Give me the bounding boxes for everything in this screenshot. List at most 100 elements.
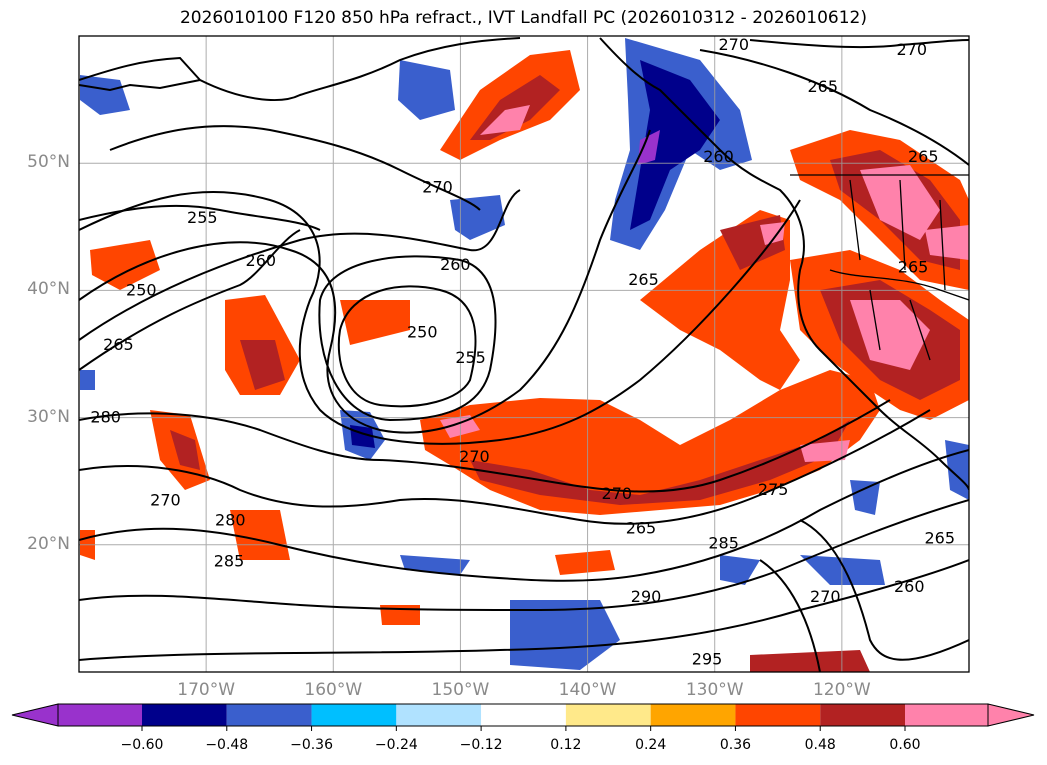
contour-label: 270 <box>810 587 841 606</box>
latitude-label: 40°N <box>27 279 70 300</box>
colorbar-segment <box>142 704 227 726</box>
colorbar-tick-label: 0.60 <box>889 737 921 753</box>
colorbar-segment <box>58 704 142 726</box>
positive-region <box>555 550 615 575</box>
longitude-label: 150°W <box>431 680 490 700</box>
positive-region <box>860 165 940 240</box>
contour-label: 255 <box>455 348 486 367</box>
contour-label: 270 <box>719 35 750 54</box>
contour-label: 270 <box>897 40 928 59</box>
negative-region <box>720 555 760 585</box>
contour-label: 260 <box>246 251 277 270</box>
positive-region <box>340 300 410 345</box>
contour-label: 270 <box>602 484 633 503</box>
contour-label: 260 <box>894 577 925 596</box>
colorbar-tick-label: 0.12 <box>550 737 582 753</box>
coastline <box>79 37 521 101</box>
positive-region <box>90 240 160 290</box>
shaded-fields <box>80 38 969 672</box>
negative-region <box>80 370 95 390</box>
latitude-label: 30°N <box>27 406 70 427</box>
longitude-label: 120°W <box>812 680 871 700</box>
contour-label: 265 <box>908 147 939 166</box>
contour-label: 270 <box>459 447 490 466</box>
contour-line <box>318 255 497 422</box>
contour-line <box>79 229 301 371</box>
contour-label: 265 <box>924 528 955 547</box>
map-title: 2026010100 F120 850 hPa refract., IVT La… <box>179 8 867 28</box>
positive-region <box>480 105 530 135</box>
contour-label: 265 <box>626 518 657 537</box>
contour-line <box>759 559 821 672</box>
contour-line <box>79 190 801 445</box>
contour-line <box>337 285 477 408</box>
longitude-label: 140°W <box>558 680 617 700</box>
colorbar-segment <box>650 704 736 726</box>
contour-label: 270 <box>422 177 453 196</box>
contour-line <box>79 129 651 434</box>
positive-region <box>850 300 930 370</box>
positive-region <box>925 225 969 260</box>
contour-line <box>79 399 891 493</box>
contour-line <box>749 39 969 49</box>
colorbar-segment <box>226 704 312 726</box>
contour-label: 250 <box>126 280 157 299</box>
colorbar-tick-label: 0.24 <box>635 737 667 753</box>
contour-line <box>109 125 481 211</box>
contour-line <box>79 204 321 231</box>
colorbar-frame <box>57 703 989 727</box>
contour-label: 265 <box>808 77 839 96</box>
latitude-label: 50°N <box>27 152 70 173</box>
contour-label: 285 <box>708 534 739 553</box>
contour-line <box>79 559 969 661</box>
colorbar-tick-label: −0.48 <box>205 737 249 753</box>
negative-region <box>850 480 880 515</box>
contour-label: 285 <box>214 551 245 570</box>
colorbar-segment <box>905 704 988 726</box>
positive-region <box>800 440 850 462</box>
colorbar-segment <box>820 704 905 726</box>
contour-label: 265 <box>103 335 134 354</box>
contour-line <box>699 49 969 166</box>
negative-region <box>80 75 130 115</box>
contour-label: 265 <box>898 258 929 277</box>
coastline <box>79 79 201 92</box>
latitude-label: 20°N <box>27 533 70 554</box>
contour-line <box>79 449 969 582</box>
negative-region <box>510 600 620 670</box>
contour-label-group: 270 270 265 265 260 270 255 260 260 265 265 250 250 2… <box>90 35 955 668</box>
colorbar-tick-label: 0.48 <box>804 737 836 753</box>
contour-line <box>79 189 521 341</box>
colorbar <box>11 703 1035 731</box>
positive-region <box>240 340 285 390</box>
state-border <box>849 179 946 361</box>
colorbar-extend-max <box>987 703 1035 727</box>
negative-region <box>450 195 505 240</box>
positive-region <box>230 510 290 560</box>
coastlines <box>79 37 969 491</box>
colorbar-tick-label: −0.36 <box>290 737 333 753</box>
contour-label: 275 <box>758 480 789 499</box>
contour-line <box>79 409 931 525</box>
colorbar-tick-label: 0.36 <box>719 737 752 753</box>
colorbar-segment <box>311 704 397 726</box>
contour-line <box>799 519 969 661</box>
country-border <box>829 269 969 301</box>
colorbar-segment <box>735 704 821 726</box>
contour-lines <box>79 39 969 672</box>
contour-label: 270 <box>150 490 181 509</box>
map-frame <box>78 35 970 673</box>
contour-label: 290 <box>631 587 662 606</box>
contour-label: 295 <box>692 649 723 668</box>
negative-region <box>398 60 455 120</box>
contour-label: 265 <box>628 270 659 289</box>
contour-label: 280 <box>215 511 246 530</box>
positive-region <box>170 430 200 470</box>
negative-region <box>630 60 720 230</box>
colorbar-segment <box>481 704 566 726</box>
negative-region <box>800 555 885 585</box>
coastline <box>599 37 969 491</box>
contour-label: 250 <box>407 322 438 341</box>
positive-region <box>760 222 785 245</box>
